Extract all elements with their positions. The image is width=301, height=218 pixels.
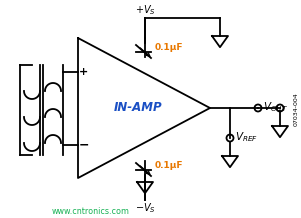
Text: $+V_{S}$: $+V_{S}$ — [135, 3, 155, 17]
Text: 07034-004: 07034-004 — [294, 92, 299, 126]
Text: 0.1μF: 0.1μF — [155, 162, 184, 170]
Text: −: − — [79, 138, 89, 152]
Text: IN-AMP: IN-AMP — [114, 102, 162, 114]
Text: +: + — [79, 67, 88, 77]
Text: $V_{REF}$: $V_{REF}$ — [235, 130, 258, 144]
Text: $V_{OUT}$: $V_{OUT}$ — [263, 100, 288, 114]
Text: $-V_{S}$: $-V_{S}$ — [135, 201, 155, 215]
Text: www.cntronics.com: www.cntronics.com — [52, 208, 130, 216]
Text: 0.1μF: 0.1μF — [155, 44, 184, 53]
